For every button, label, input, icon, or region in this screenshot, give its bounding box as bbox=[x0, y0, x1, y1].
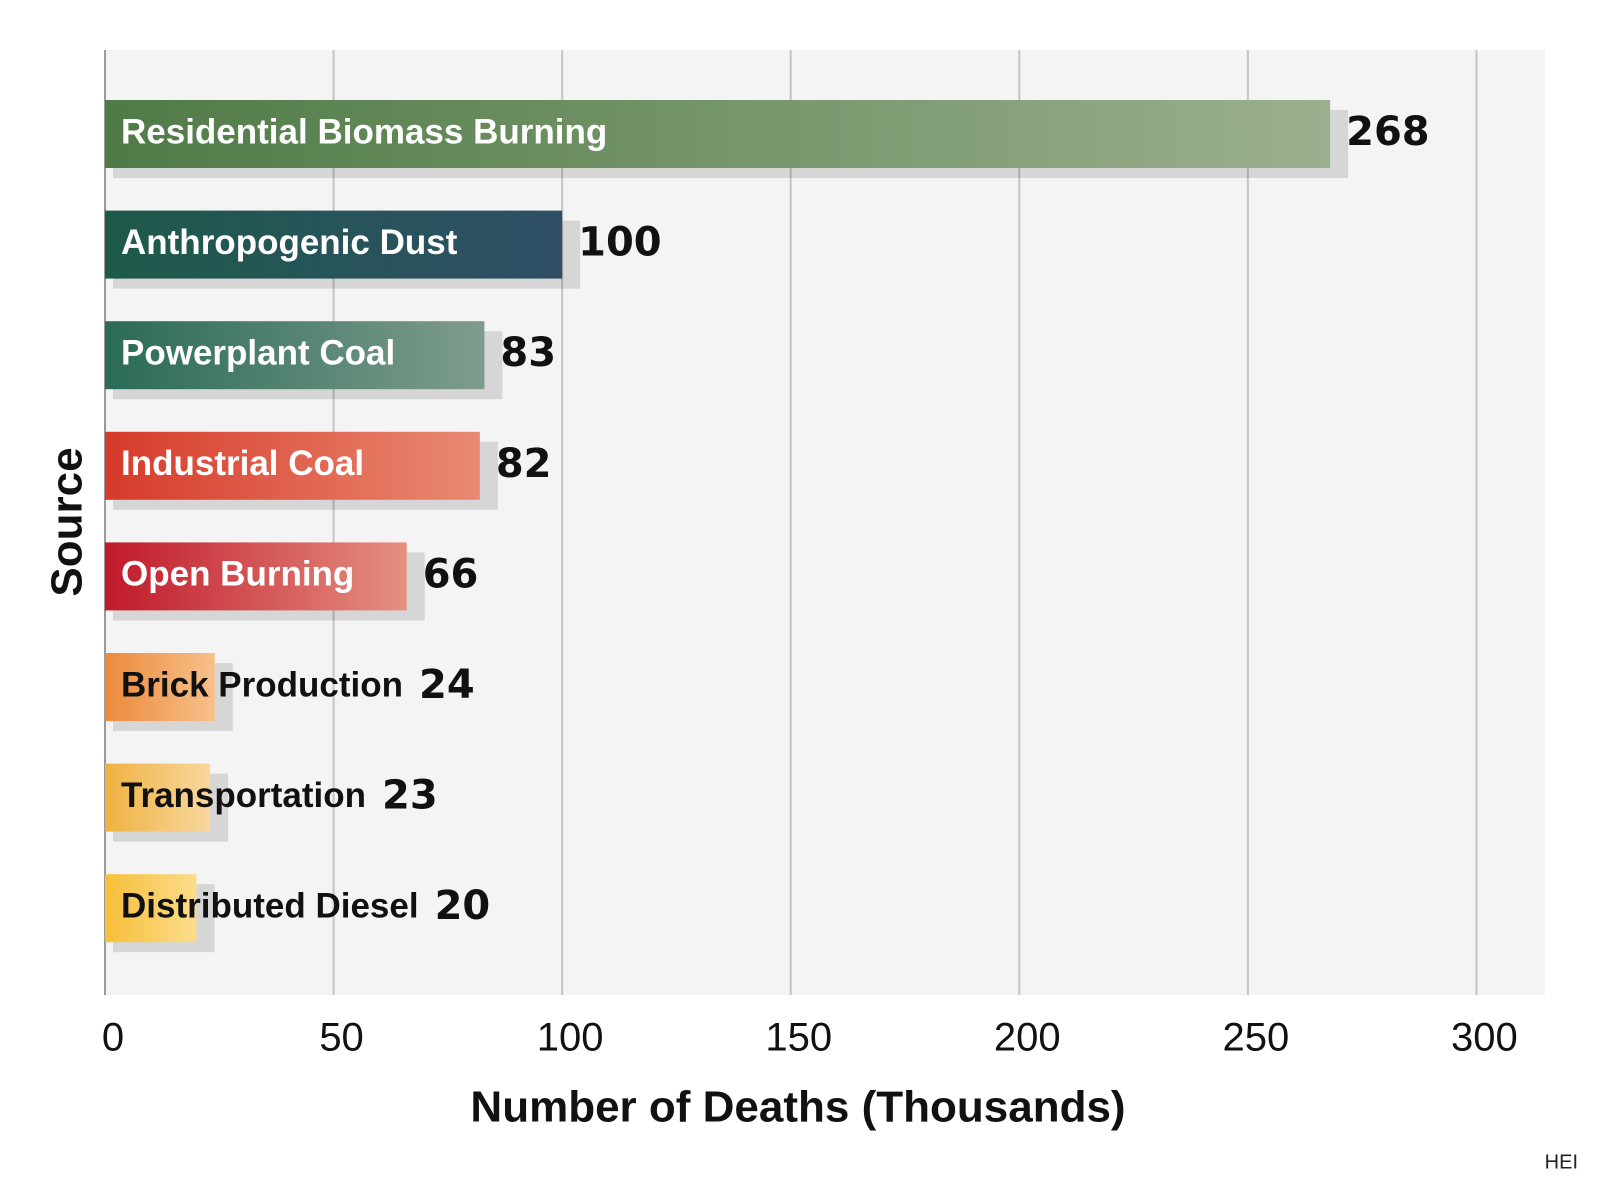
bar-category-label-7: Distributed Diesel bbox=[121, 886, 419, 925]
bar-category-label-2: Powerplant Coal bbox=[121, 333, 395, 372]
bar-value-label-4: 66 bbox=[423, 551, 479, 597]
bar-category-label-4: Open Burning bbox=[121, 555, 354, 594]
bar-3 bbox=[105, 431, 480, 500]
x-tick-label-150: 150 bbox=[765, 1016, 832, 1060]
bar-value-label-0: 268 bbox=[1346, 109, 1430, 155]
x-tick-label-200: 200 bbox=[994, 1016, 1061, 1060]
bar-7 bbox=[105, 874, 197, 943]
x-tick-label-300: 300 bbox=[1451, 1016, 1518, 1060]
bar-6 bbox=[105, 763, 211, 832]
bar-category-label-3: Industrial Coal bbox=[121, 444, 364, 483]
x-tick-label-0: 0 bbox=[102, 1016, 124, 1060]
bars: Residential Biomass Burning 268 Anthropoge… bbox=[105, 100, 1430, 953]
x-tick-label-100: 100 bbox=[537, 1016, 604, 1060]
bar-value-label-3: 82 bbox=[496, 441, 552, 487]
plot-background bbox=[105, 50, 1545, 995]
bar-category-label-1: Anthropogenic Dust bbox=[121, 223, 458, 262]
x-tick-label-50: 50 bbox=[319, 1016, 364, 1060]
x-axis-ticks: 0 50 100 150 200 250 300 bbox=[102, 1016, 1518, 1060]
x-axis-title: Number of Deaths (Thousands) bbox=[470, 1083, 1125, 1132]
x-tick-label-250: 250 bbox=[1222, 1016, 1289, 1060]
bar-value-label-5: 24 bbox=[419, 662, 475, 708]
bar-value-label-7: 20 bbox=[435, 883, 491, 929]
bar-value-label-1: 100 bbox=[578, 220, 662, 266]
bar-category-label-0: Residential Biomass Burning bbox=[121, 112, 607, 151]
y-axis-title: Source bbox=[43, 447, 92, 596]
bar-1 bbox=[105, 210, 563, 279]
grid-lines bbox=[104, 50, 1478, 995]
bar-2 bbox=[105, 321, 485, 390]
bar-5 bbox=[105, 653, 215, 721]
bar-4 bbox=[105, 542, 407, 611]
bar-0 bbox=[105, 100, 1331, 168]
credit-label: HEI bbox=[1545, 1151, 1578, 1173]
bar-value-label-2: 83 bbox=[500, 330, 556, 376]
bar-category-label-5: Brick Production bbox=[121, 665, 403, 704]
bar-value-label-6: 23 bbox=[382, 773, 438, 819]
bar-category-label-6: Transportation bbox=[121, 776, 366, 815]
